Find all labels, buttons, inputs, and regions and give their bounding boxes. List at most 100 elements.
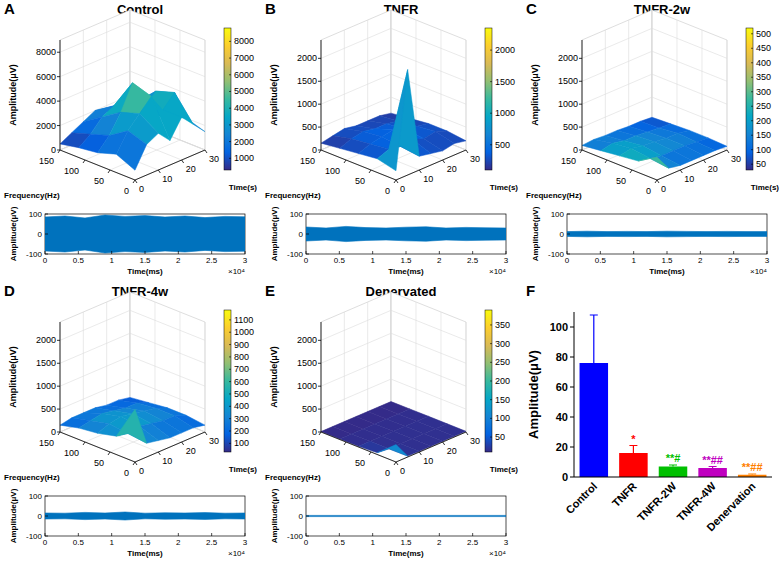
axis-title: Time(s) xyxy=(229,465,258,474)
tick xyxy=(751,62,753,63)
colorbar xyxy=(224,310,231,452)
tick xyxy=(57,409,60,410)
axis-title: Time(ms) xyxy=(388,267,424,276)
tick-label: 1500 xyxy=(297,76,317,86)
tick-label: 0 xyxy=(304,538,309,547)
tick xyxy=(318,127,321,128)
tick xyxy=(229,431,231,432)
tick xyxy=(369,170,371,173)
bar xyxy=(580,363,609,477)
signal-trace xyxy=(306,515,506,516)
tick-label: 40 xyxy=(556,411,568,423)
axis-multiplier: ×10⁴ xyxy=(750,267,768,276)
tick-label: 0.5 xyxy=(73,256,85,265)
tick xyxy=(506,251,507,254)
axis-title: Amplitude(μV) xyxy=(526,350,541,439)
tick-label: 4000 xyxy=(36,96,56,106)
axis-title: Amplitude(μV) xyxy=(9,488,18,543)
tick xyxy=(344,442,346,445)
panel-letter: F xyxy=(526,282,535,299)
tick-label: 400 xyxy=(234,401,249,411)
tick xyxy=(229,381,231,382)
tick-label: 100 xyxy=(756,145,771,155)
tick xyxy=(579,58,582,59)
tick xyxy=(767,251,768,254)
tick xyxy=(579,127,582,128)
grid-line xyxy=(60,322,135,462)
surface-patch xyxy=(377,445,407,457)
tick-label: 150 xyxy=(561,156,576,166)
tick-label: 1100 xyxy=(234,315,253,325)
tick xyxy=(396,462,398,465)
tick-label: 300 xyxy=(756,87,771,97)
surface xyxy=(60,83,205,170)
grid-line xyxy=(321,310,466,340)
tick xyxy=(406,251,407,254)
axis-line xyxy=(574,477,772,478)
tick-label: 30 xyxy=(470,154,480,164)
tick-label: 100 xyxy=(325,166,340,176)
tick-label: 250 xyxy=(495,357,510,367)
panel-letter: E xyxy=(265,282,275,299)
tick-label: 0.5 xyxy=(334,538,346,547)
tick-label: 2 xyxy=(437,538,442,547)
tick-label: 500 xyxy=(302,122,317,132)
tick xyxy=(630,170,632,173)
tick-label: 20 xyxy=(447,446,457,456)
tick xyxy=(229,332,231,333)
tick xyxy=(751,48,753,49)
tick-label: 2 xyxy=(176,538,181,547)
tick-label: 2000 xyxy=(297,53,317,63)
tick-label: 100 xyxy=(290,210,304,219)
tick xyxy=(306,533,307,536)
tick-label: 350 xyxy=(756,72,771,82)
tick-label: 150 xyxy=(756,130,771,140)
tick-label: 2000 xyxy=(36,335,56,345)
bar xyxy=(619,453,648,477)
tick-label: 100 xyxy=(586,166,601,176)
tick xyxy=(306,496,309,497)
tick xyxy=(57,52,60,53)
tick xyxy=(229,41,231,42)
tick xyxy=(182,442,184,445)
axis-title: Amplitude(μV) xyxy=(531,206,540,261)
tick-label: 1 xyxy=(109,538,114,547)
tick-label: 0 xyxy=(304,256,309,265)
axis-title: Time(ms) xyxy=(127,549,163,558)
axis-title: Amplitude(μV) xyxy=(270,206,279,261)
tick-label: 0 xyxy=(400,466,405,476)
bar xyxy=(659,467,688,478)
tick-label: 2000 xyxy=(297,335,317,345)
axis-title: Amplitude(μV) xyxy=(530,64,540,126)
axis-title: Amplitude(μV) xyxy=(269,64,279,126)
tick xyxy=(45,496,48,497)
tick xyxy=(306,234,309,235)
tick-label: 10 xyxy=(162,456,172,466)
tick xyxy=(57,125,60,126)
tick-label: 150 xyxy=(300,156,315,166)
tick-label: 20 xyxy=(186,164,196,174)
tick xyxy=(318,104,321,105)
tick-label: 0 xyxy=(385,468,390,478)
tick xyxy=(229,406,231,407)
grid-line xyxy=(582,97,727,127)
tick-label: 1000 xyxy=(495,108,515,118)
tick-label: 1 xyxy=(109,256,114,265)
tick-label: 20 xyxy=(447,164,457,174)
tick xyxy=(145,533,146,536)
grid-line xyxy=(321,333,466,363)
tick-label: 2.5 xyxy=(206,256,218,265)
tick-label: 100 xyxy=(325,448,340,458)
tick-label: 1.5 xyxy=(139,256,151,265)
error-bar xyxy=(629,446,637,454)
tick xyxy=(570,417,574,418)
tick-label: 10 xyxy=(684,174,694,184)
tick xyxy=(45,214,48,215)
tick xyxy=(78,251,79,254)
tick-label: 0 xyxy=(299,512,304,521)
tick xyxy=(306,254,309,255)
tick-label: 3 xyxy=(504,538,509,547)
significance-label: **# xyxy=(666,452,681,464)
axis-line xyxy=(574,312,575,477)
signal-trace xyxy=(45,215,245,253)
